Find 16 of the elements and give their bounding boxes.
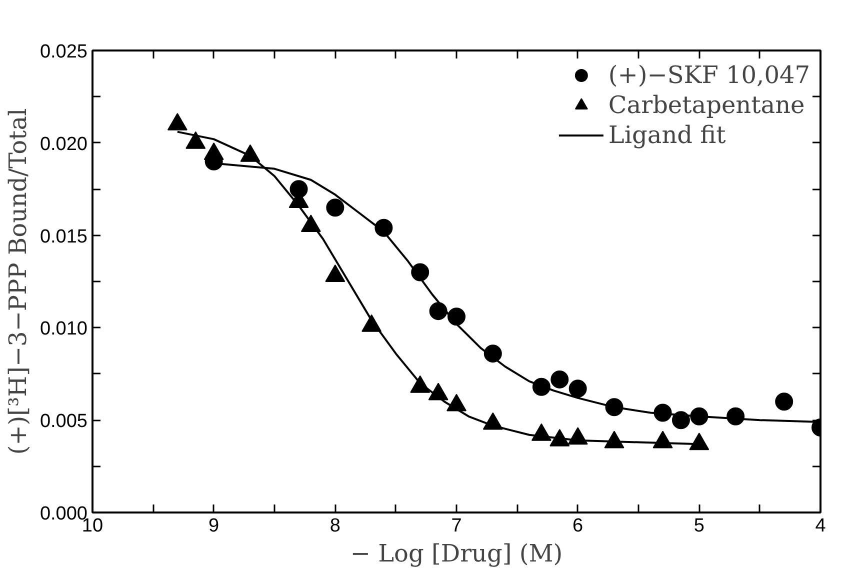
y-tick-label: 0.025	[40, 42, 88, 62]
legend-label: Ligand fit	[608, 121, 726, 149]
y-tick-label: 0.020	[40, 134, 88, 155]
x-tick-label: 9	[208, 516, 220, 536]
legend-label: (+)−SKF 10,047	[608, 61, 810, 89]
y-axis-title: (+)[³H]−3−PPP Bound/Total	[4, 108, 32, 455]
x-axis-title: − Log [Drug] (M)	[350, 540, 563, 568]
legend-label: Carbetapentane	[608, 91, 805, 119]
y-tick-label: 0.005	[40, 411, 88, 432]
y-tick-label: 0.010	[40, 318, 88, 340]
x-tick-label: 6	[572, 516, 584, 536]
x-tick-label: 8	[330, 516, 340, 536]
y-tick-label: 0.015	[40, 226, 88, 248]
x-tick-label: 7	[451, 516, 462, 536]
x-tick-label: 5	[694, 516, 704, 536]
x-tick-label: 4	[815, 516, 826, 536]
